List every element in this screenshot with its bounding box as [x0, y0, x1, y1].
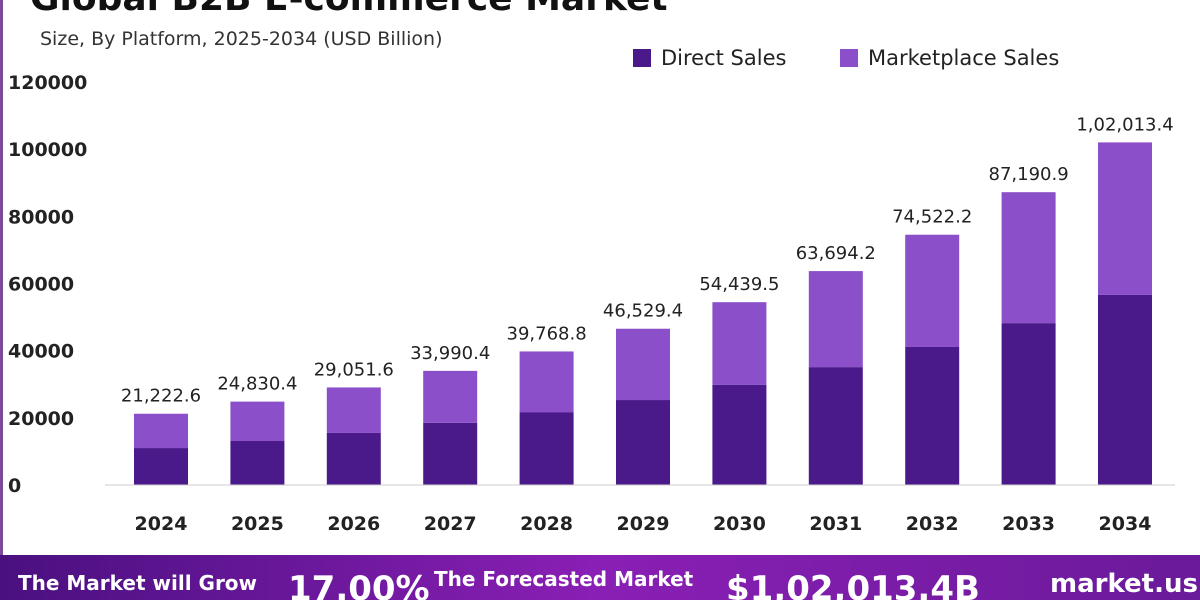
total-label-2029: 46,529.4 [603, 301, 683, 322]
total-label-2032: 74,522.2 [892, 207, 972, 228]
bar-marketplace-sales-2024 [134, 413, 188, 449]
bar-direct-sales-2028 [519, 412, 574, 485]
footer-banner: The Market will Grow 17.00% The Forecast… [0, 555, 1200, 609]
legend-swatch [633, 49, 651, 67]
x-tick-label: 2032 [906, 513, 959, 535]
x-tick-label: 2026 [327, 513, 380, 535]
bar-direct-sales-2033 [1001, 323, 1056, 485]
bar-marketplace-sales-2027 [423, 370, 478, 423]
chart-title: Global B2B E-commerce Market [30, 0, 668, 19]
total-label-2028: 39,768.8 [507, 323, 587, 344]
bar-marketplace-sales-2030 [712, 302, 767, 385]
total-label-2027: 33,990.4 [410, 343, 490, 364]
x-tick-label: 2024 [135, 513, 188, 535]
x-tick-label: 2030 [713, 513, 766, 535]
bar-marketplace-sales-2032 [905, 234, 960, 347]
forecast-text: The Forecasted Market [434, 567, 694, 591]
x-tick-label: 2031 [809, 513, 862, 535]
brand-logo: market.us [1050, 569, 1198, 599]
bar-marketplace-sales-2034 [1098, 142, 1152, 295]
x-tick-label: 2033 [1002, 513, 1055, 535]
x-tick-label: 2034 [1099, 513, 1152, 535]
y-tick-label: 120000 [8, 72, 87, 94]
total-label-2033: 87,190.9 [989, 164, 1069, 185]
x-tick-label: 2025 [231, 513, 284, 535]
total-label-2030: 54,439.5 [699, 274, 779, 295]
bar-direct-sales-2031 [808, 367, 863, 485]
cagr-value: 17.00% [288, 569, 430, 609]
legend-swatch [840, 49, 858, 67]
bar-direct-sales-2024 [134, 448, 188, 485]
y-tick-label: 80000 [8, 206, 74, 228]
chart-subtitle: Size, By Platform, 2025-2034 (USD Billio… [40, 28, 443, 50]
y-tick-label: 20000 [8, 408, 74, 430]
bar-direct-sales-2026 [326, 432, 381, 485]
legend-label: Direct Sales [661, 46, 787, 70]
total-label-2034: 1,02,013.4 [1076, 114, 1173, 135]
stacked-bar-chart: 0 20000 40000 60000 80000 100000 120000 21,222.… [8, 72, 1175, 535]
left-border [0, 0, 3, 555]
y-tick-label: 100000 [8, 139, 87, 161]
bar-marketplace-sales-2031 [808, 271, 863, 368]
bar-direct-sales-2034 [1098, 294, 1152, 485]
x-tick-label: 2027 [424, 513, 477, 535]
y-tick-label: 40000 [8, 341, 74, 363]
bar-direct-sales-2029 [616, 400, 670, 485]
y-tick-label: 0 [8, 475, 21, 497]
bar-direct-sales-2027 [423, 422, 478, 485]
x-tick-label: 2028 [520, 513, 573, 535]
bar-marketplace-sales-2029 [616, 328, 670, 401]
x-tick-label: 2029 [617, 513, 670, 535]
y-tick-label: 60000 [8, 274, 74, 296]
legend-direct-sales: Direct Sales [633, 46, 786, 70]
legend-marketplace-sales: Marketplace Sales [840, 46, 1059, 70]
legend-label: Marketplace Sales [868, 46, 1060, 70]
forecast-value: $1,02,013.4B [726, 569, 980, 609]
bar-direct-sales-2032 [905, 346, 960, 485]
total-label-2031: 63,694.2 [796, 243, 876, 264]
grow-text: The Market will Grow [18, 571, 258, 595]
total-label-2026: 29,051.6 [314, 359, 394, 380]
total-label-2025: 24,830.4 [217, 374, 297, 395]
bar-marketplace-sales-2028 [519, 351, 574, 413]
bar-direct-sales-2025 [230, 441, 285, 485]
bar-marketplace-sales-2025 [230, 401, 285, 442]
bar-marketplace-sales-2026 [326, 387, 381, 433]
bar-direct-sales-2030 [712, 384, 767, 485]
total-label-2024: 21,222.6 [121, 386, 201, 407]
bar-marketplace-sales-2033 [1001, 192, 1056, 324]
